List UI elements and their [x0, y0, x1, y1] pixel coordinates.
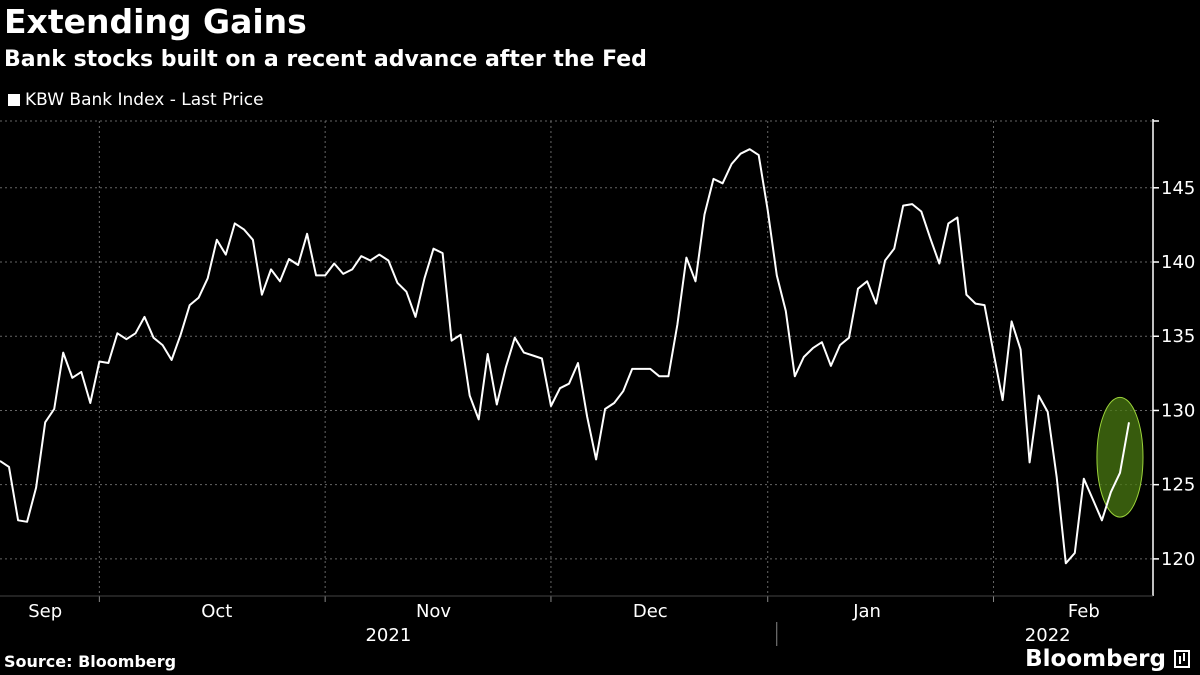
- legend: KBW Bank Index - Last Price: [8, 90, 264, 110]
- x-tick-label: Dec: [633, 601, 668, 622]
- x-tick-label: Sep: [28, 601, 62, 622]
- legend-label: KBW Bank Index - Last Price: [25, 90, 264, 110]
- chart-icon: [1174, 650, 1190, 668]
- y-tick-label: 120: [1161, 549, 1195, 570]
- axis-layer: 120125130135140145SepOctNovDecJanFebMar2…: [0, 119, 1195, 646]
- y-tick-label: 125: [1161, 475, 1195, 496]
- highlight-layer: [1096, 396, 1144, 518]
- legend-swatch: [8, 94, 20, 106]
- year-label: 2022: [1025, 625, 1071, 646]
- line-layer: [0, 148, 1130, 565]
- chart-title: Extending Gains: [4, 2, 307, 41]
- source-note: Source: Bloomberg: [4, 652, 177, 671]
- x-tick-label: Nov: [416, 601, 451, 622]
- grid-layer: [0, 120, 1153, 596]
- highlight-ellipse: [1096, 396, 1144, 518]
- y-tick-label: 140: [1161, 252, 1195, 273]
- brand-logo: Bloomberg: [1025, 646, 1190, 672]
- y-tick-label: 130: [1161, 400, 1195, 421]
- brand-name: Bloomberg: [1025, 646, 1166, 672]
- y-tick-label: 135: [1161, 326, 1195, 347]
- x-tick-label: Oct: [201, 601, 232, 622]
- chart-subtitle: Bank stocks built on a recent advance af…: [4, 47, 647, 72]
- y-tick-label: 145: [1161, 178, 1195, 199]
- year-label: 2021: [365, 625, 411, 646]
- x-tick-label: Jan: [852, 601, 881, 622]
- x-tick-label: Feb: [1068, 601, 1100, 622]
- series-line: [0, 148, 1130, 565]
